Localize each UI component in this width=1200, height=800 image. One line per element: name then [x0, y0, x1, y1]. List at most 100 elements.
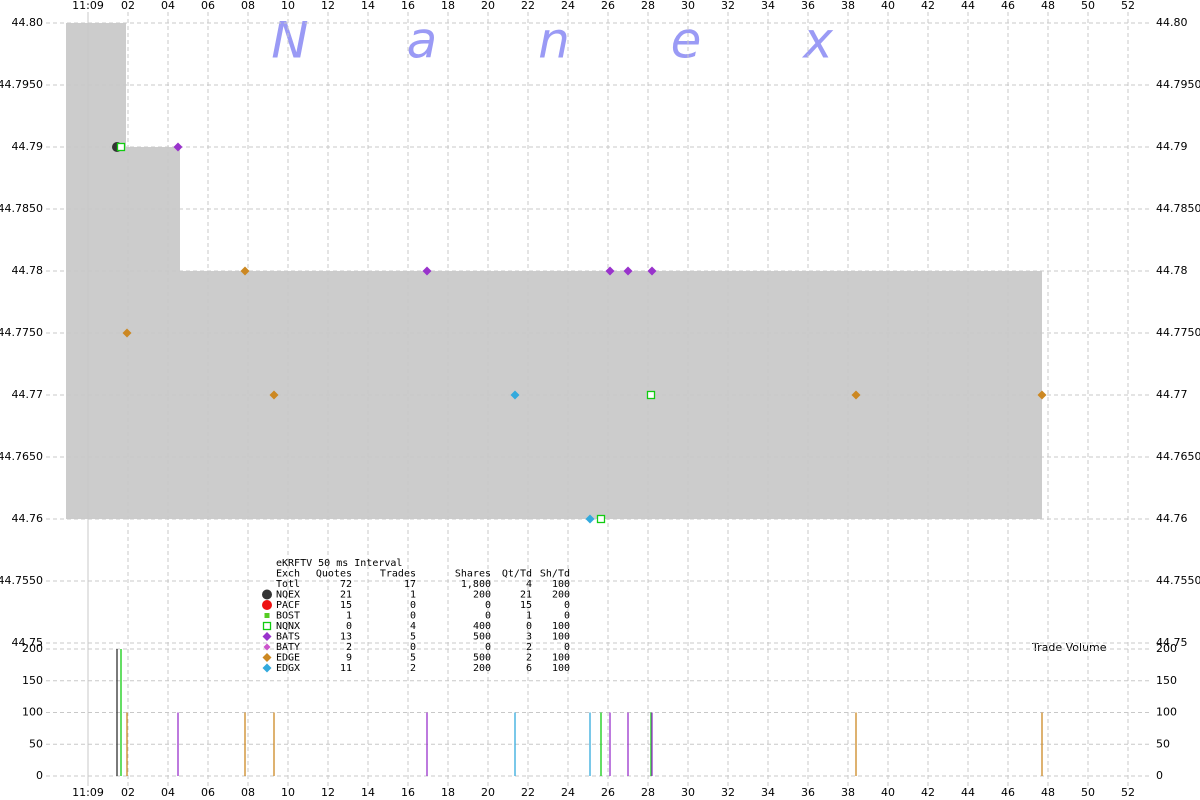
x-tick-label: 11:09 [72, 0, 104, 12]
table-cell: 2 [526, 653, 532, 664]
table-cell: BOST [276, 611, 300, 622]
table-cell: 2 [410, 663, 416, 674]
table-cell: 21 [340, 590, 352, 601]
x-tick-label: 06 [201, 0, 215, 12]
x-tick-label: 50 [1081, 786, 1095, 799]
trade-point [269, 390, 279, 400]
table-cell: 200 [552, 590, 570, 601]
table-cell: BATS [276, 632, 300, 643]
y-tick-label: 44.77 [1156, 388, 1188, 401]
y2-tick-label: 150 [1156, 674, 1177, 687]
x-tick-label: 26 [601, 0, 615, 12]
table-cell: NQNX [276, 621, 300, 632]
table-cell: 400 [473, 621, 491, 632]
x-tick-label: 42 [921, 786, 935, 799]
watermark: e [671, 12, 702, 70]
table-cell: 2 [346, 642, 352, 653]
legend-marker [262, 653, 272, 662]
table-cell: Totl [276, 579, 300, 590]
table-cell: 1 [526, 611, 532, 622]
watermark: n [538, 12, 570, 70]
watermark: N [271, 12, 308, 70]
trade-point [240, 266, 250, 276]
y2-tick-label: 0 [36, 769, 43, 782]
table-cell: 6 [526, 663, 532, 674]
table-cell: 4 [410, 621, 416, 632]
x-tick-label: 12 [321, 0, 335, 12]
y2-tick-label: 200 [1156, 642, 1177, 655]
x-tick-label: 44 [961, 0, 975, 12]
y-tick-label: 44.7750 [0, 326, 43, 339]
x-tick-label: 34 [761, 0, 775, 12]
table-cell: 3 [526, 632, 532, 643]
x-tick-label: 28 [641, 0, 655, 12]
y-tick-label: 44.79 [1156, 140, 1188, 153]
legend-marker [262, 600, 272, 610]
x-tick-label: 44 [961, 786, 975, 799]
trade-point [605, 266, 615, 276]
table-cell: Shares [455, 569, 491, 580]
table-cell: 0 [485, 642, 491, 653]
x-tick-label: 11:09 [72, 786, 104, 799]
y2-tick-label: 200 [22, 642, 43, 655]
y-tick-label: 44.78 [12, 264, 44, 277]
table-cell: Exch [276, 569, 300, 580]
y-tick-label: 44.77 [12, 388, 44, 401]
table-cell: PACF [276, 600, 300, 611]
x-tick-label: 38 [841, 0, 855, 12]
x-tick-label: 32 [721, 0, 735, 12]
table-cell: 500 [473, 653, 491, 664]
y2-tick-label: 50 [1156, 737, 1170, 750]
watermark: a [407, 12, 438, 70]
spread-area [180, 271, 1042, 519]
table-cell: 11 [340, 663, 352, 674]
x-tick-label: 10 [281, 0, 295, 12]
table-cell: 0 [485, 611, 491, 622]
table-cell: 2 [526, 642, 532, 653]
y-tick-label: 44.76 [12, 512, 44, 525]
table-cell: 0 [564, 611, 570, 622]
legend-marker [262, 621, 272, 631]
y2-tick-label: 150 [22, 674, 43, 687]
trade-point [623, 266, 633, 276]
table-cell: 0 [526, 621, 532, 632]
y-tick-label: 44.7850 [0, 202, 43, 215]
x-tick-label: 48 [1041, 786, 1055, 799]
x-tick-label: 02 [121, 0, 135, 12]
x-tick-label: 40 [881, 786, 895, 799]
x-tick-label: 02 [121, 786, 135, 799]
table-cell: Qt/Td [502, 569, 532, 580]
y-tick-label: 44.75 [1156, 636, 1188, 649]
x-tick-label: 22 [521, 786, 535, 799]
table-cell: 1,800 [461, 579, 491, 590]
y2-tick-label: 50 [29, 737, 43, 750]
trade-point [122, 328, 132, 338]
x-tick-label: 40 [881, 0, 895, 12]
table-cell: 100 [552, 653, 570, 664]
table-title: eKRFTV 50 ms Interval [276, 558, 402, 569]
x-tick-label: 04 [161, 786, 175, 799]
y-tick-label: 44.7650 [0, 450, 43, 463]
table-cell: Sh/Td [540, 569, 570, 580]
table-cell: 5 [410, 632, 416, 643]
x-tick-label: 36 [801, 0, 815, 12]
y-tick-label: 44.79 [12, 140, 44, 153]
trade-point [596, 514, 606, 524]
x-tick-label: 08 [241, 786, 255, 799]
legend-marker [264, 613, 270, 618]
x-tick-label: 52 [1121, 0, 1135, 12]
x-tick-label: 42 [921, 0, 935, 12]
x-tick-label: 34 [761, 786, 775, 799]
y2-tick-label: 0 [1156, 769, 1163, 782]
y-tick-label: 44.80 [12, 16, 44, 29]
x-tick-label: 50 [1081, 0, 1095, 12]
y-tick-label: 44.7850 [1156, 202, 1200, 215]
x-tick-label: 12 [321, 786, 335, 799]
x-tick-label: 30 [681, 786, 695, 799]
table-cell: 500 [473, 632, 491, 643]
x-tick-label: 08 [241, 0, 255, 12]
table-cell: 1 [410, 590, 416, 601]
table-cell: 0 [410, 642, 416, 653]
x-tick-label: 18 [441, 0, 455, 12]
table-cell: 0 [564, 642, 570, 653]
